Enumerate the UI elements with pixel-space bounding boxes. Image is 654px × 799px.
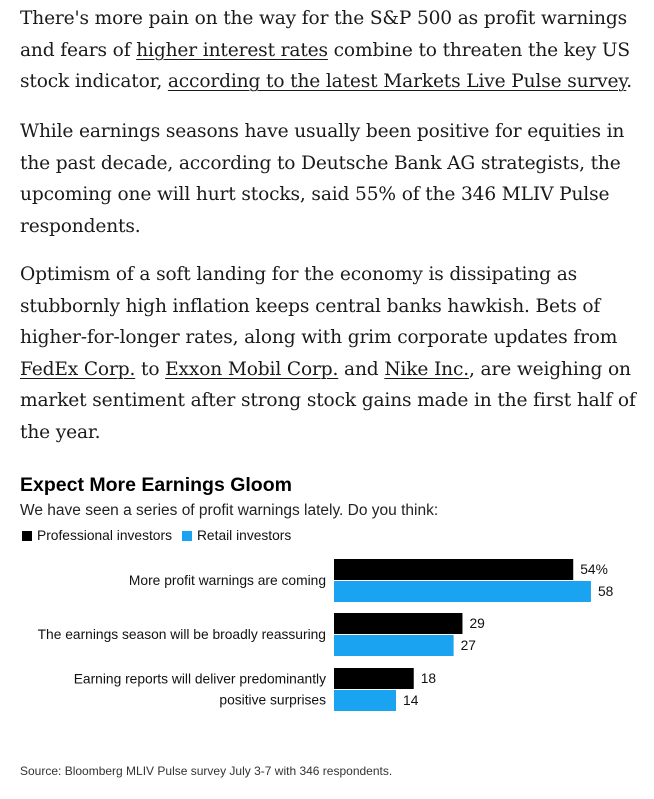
paragraph-3: Optimism of a soft landing for the econo… [20,259,640,448]
bar-retail-positive-surprises [334,690,397,711]
value-label-professional-positive-surprises: 18 [421,671,437,686]
fedex-link[interactable]: FedEx Corp. [20,358,136,380]
chart-legend: Professional investors Retail investors [22,528,301,543]
legend-swatch-retail [181,530,192,541]
chart-title: Expect More Earnings Gloom [20,474,292,496]
bar-professional-broadly-reassuring [334,613,463,634]
p3-text-a: Optimism of a soft landing for the econo… [20,264,618,348]
bar-professional-more-profit-warnings [334,559,574,580]
p1-text-c: . [626,71,633,92]
category-label-positive-surprises: Earning reports will deliver predominant… [74,672,326,708]
value-label-professional-broadly-reassuring: 29 [469,616,485,631]
value-label-retail-positive-surprises: 14 [403,693,419,708]
value-label-retail-broadly-reassuring: 27 [461,638,476,653]
bar-retail-broadly-reassuring [334,635,454,656]
value-label-professional-more-profit-warnings: 54% [580,562,608,577]
legend-item-professional: Professional investors [22,528,172,543]
value-label-retail-more-profit-warnings: 58 [598,584,614,599]
legend-swatch-professional [22,530,32,541]
higher-interest-rates-link[interactable]: higher interest rates [136,39,328,61]
category-label-more-profit-warnings: More profit warnings are coming [129,573,326,588]
p1-text-b: combine to threaten the key US stock ind… [20,39,630,93]
legend-label-professional: Professional investors [37,528,172,543]
paragraph-1: There's more pain on the way for the S&P… [20,3,640,98]
p1-text-a: There's more pain on the way for the S&P… [20,8,628,61]
p3-text-d: , are weighing on market sentiment after… [20,358,636,443]
nike-link[interactable]: Nike Inc. [384,358,470,380]
exxon-mobil-link[interactable]: Exxon Mobil Corp. [165,358,339,380]
p3-text-b: to [135,358,166,380]
legend-label-retail: Retail investors [196,528,292,543]
chart-subtitle: We have seen a series of profit warnings… [20,502,439,519]
bar-retail-more-profit-warnings [334,581,591,602]
paragraph-2: While earnings seasons have usually been… [20,121,625,237]
mliv-pulse-survey-link[interactable]: according to the latest Markets Live Pul… [167,71,627,92]
legend-item-retail: Retail investors [181,528,292,543]
chart-source: Source: Bloomberg MLIV Pulse survey July… [20,764,393,778]
category-label-broadly-reassuring: The earnings season will be broadly reas… [38,627,326,642]
bar-professional-positive-surprises [334,668,414,689]
p3-text-c: and [338,358,385,380]
